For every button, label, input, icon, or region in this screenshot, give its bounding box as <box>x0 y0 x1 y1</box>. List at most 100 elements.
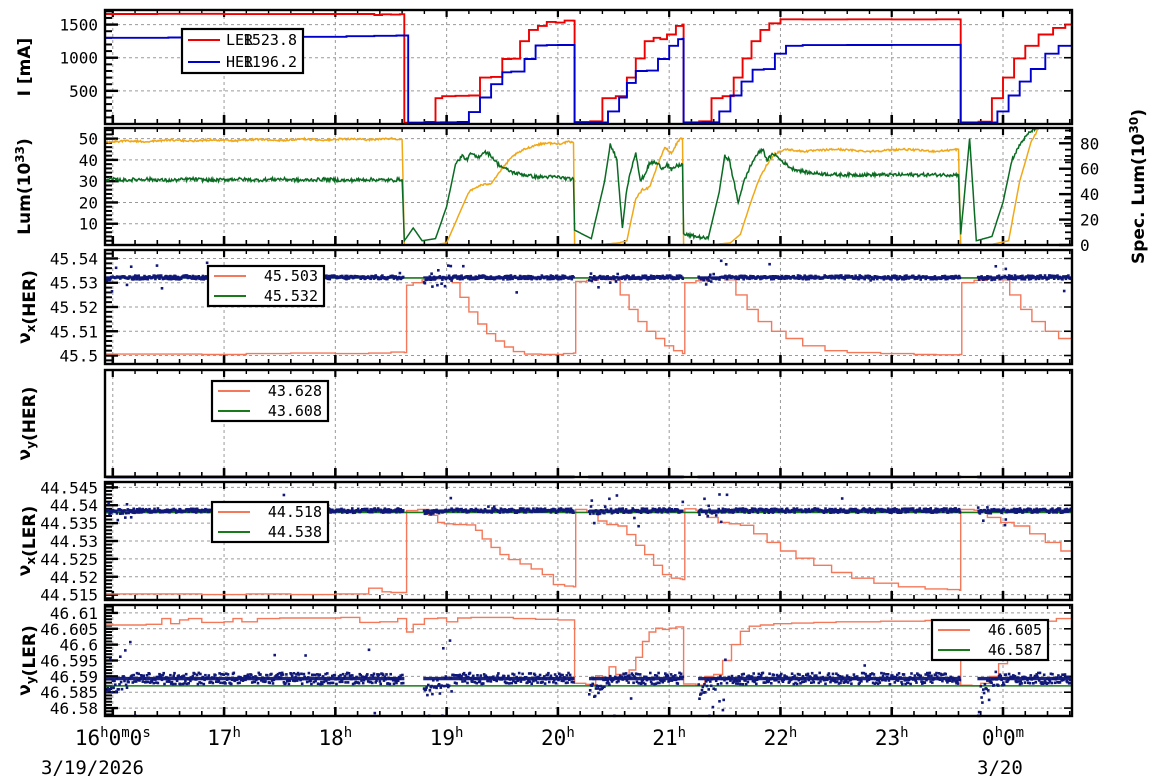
scatter-point <box>590 499 594 502</box>
scatter-point <box>594 687 598 690</box>
scatter-point <box>768 672 771 675</box>
scatter-point <box>181 682 185 686</box>
scatter-point <box>1047 511 1051 514</box>
scatter-point <box>1007 277 1010 281</box>
scatter-point <box>834 680 837 684</box>
scatter-point <box>951 508 955 511</box>
scatter-point <box>158 277 161 280</box>
scatter-point <box>846 681 850 684</box>
scatter-point <box>804 508 807 511</box>
scatter-point <box>127 680 130 684</box>
scatter-point <box>373 711 377 715</box>
scatter-point <box>153 507 156 511</box>
measured-tune-band <box>977 276 1072 279</box>
scatter-point <box>184 679 187 683</box>
scatter-point <box>847 510 851 514</box>
scatter-point <box>868 274 872 278</box>
scatter-point <box>714 511 717 514</box>
scatter-point <box>628 674 631 677</box>
scatter-point <box>430 684 433 688</box>
scatter-point <box>386 277 389 281</box>
scatter-point <box>370 674 373 677</box>
scatter-point <box>645 507 649 511</box>
scatter-point <box>512 673 516 676</box>
scatter-point <box>725 277 729 281</box>
scatter-point <box>488 277 492 281</box>
scatter-point <box>477 274 481 278</box>
scatter-point <box>205 261 209 265</box>
scatter-point <box>764 681 767 684</box>
scatter-point <box>377 673 381 676</box>
scatter-point <box>1003 523 1007 527</box>
scatter-point <box>818 671 821 675</box>
scatter-point <box>456 507 459 511</box>
scatter-point <box>378 680 382 683</box>
scatter-point <box>264 680 267 683</box>
scatter-point <box>796 672 800 676</box>
scatter-point <box>741 683 745 686</box>
scatter-point <box>354 680 357 684</box>
scatter-point <box>919 278 922 281</box>
scatter-point <box>539 507 543 511</box>
scatter-point <box>296 671 300 675</box>
scatter-point <box>836 511 840 514</box>
scatter-point <box>639 511 643 514</box>
scatter-point <box>129 640 132 644</box>
scatter-point <box>832 511 836 514</box>
scatter-point <box>450 279 453 282</box>
scatter-point <box>624 508 628 511</box>
scatter-point <box>530 277 533 281</box>
scatter-point <box>780 679 784 682</box>
scatter-point <box>560 679 564 683</box>
scatter-point <box>436 283 439 287</box>
y-tick-label-nux-her: 45.51 <box>50 322 98 341</box>
scatter-point <box>550 277 554 281</box>
scatter-point <box>716 683 720 686</box>
scatter-point <box>422 687 426 690</box>
scatter-point <box>976 506 980 509</box>
measured-tune-band <box>977 509 1072 512</box>
measured-tune-band <box>423 276 575 279</box>
scatter-point <box>341 274 344 278</box>
scatter-point <box>831 672 835 676</box>
measured-tune-band <box>698 276 961 279</box>
scatter-point <box>638 682 641 685</box>
scatter-point <box>129 516 133 519</box>
scatter-point <box>557 277 560 281</box>
scatter-point <box>709 280 713 283</box>
scatter-point <box>360 679 363 682</box>
scatter-point <box>484 674 488 677</box>
scatter-point <box>428 689 432 692</box>
scatter-point <box>717 507 720 511</box>
y-tick-label-nuy-ler: 46.59 <box>50 667 98 686</box>
scatter-point <box>495 679 498 683</box>
scatter-point <box>511 672 514 676</box>
scatter-point <box>159 673 162 677</box>
scatter-point <box>642 681 645 685</box>
scatter-point <box>365 674 368 678</box>
scatter-point <box>603 685 606 689</box>
scatter-point <box>295 679 299 682</box>
scatter-point <box>676 682 680 685</box>
scatter-point <box>218 672 221 675</box>
scatter-point <box>863 508 866 511</box>
scatter-point <box>746 680 750 684</box>
scatter-point <box>473 681 477 684</box>
scatter-point <box>819 680 822 683</box>
scatter-point <box>785 274 788 278</box>
scatter-point <box>1033 510 1037 514</box>
scatter-point <box>141 680 145 683</box>
scatter-point <box>389 672 392 676</box>
scatter-point <box>815 507 818 511</box>
scatter-point <box>855 675 859 678</box>
scatter-point <box>515 511 518 514</box>
scatter-point <box>814 274 817 278</box>
scatter-point <box>148 507 151 511</box>
scatter-point <box>366 680 370 683</box>
scatter-point <box>982 519 985 522</box>
scatter-point <box>852 673 856 676</box>
scatter-point <box>657 671 660 675</box>
scatter-point <box>246 673 250 676</box>
scatter-point <box>284 682 287 685</box>
scatter-point <box>749 675 752 678</box>
